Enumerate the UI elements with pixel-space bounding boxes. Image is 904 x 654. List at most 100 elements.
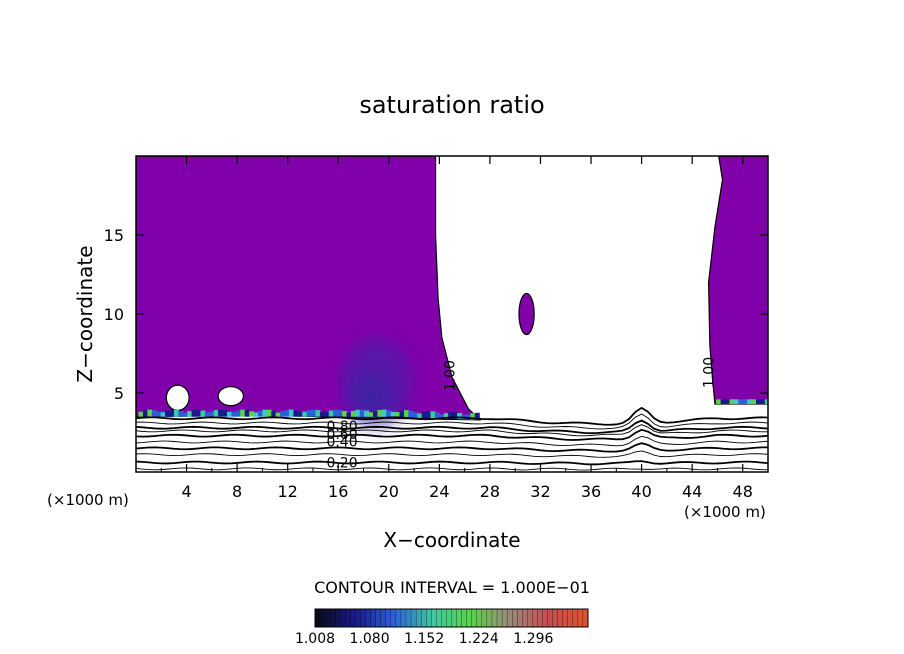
cloud-base-cell bbox=[434, 412, 440, 419]
colorbar-cell bbox=[491, 608, 498, 628]
unsaturated-hole-2 bbox=[217, 386, 245, 407]
cloud-base-cell bbox=[275, 412, 281, 417]
colorbar-tick-label: 1.008 bbox=[295, 631, 335, 647]
colorbar-cell bbox=[567, 608, 574, 628]
colorbar-cell bbox=[461, 608, 468, 628]
contour-lines bbox=[136, 406, 768, 471]
y-axis-ticks: 5 10 15 bbox=[104, 226, 768, 403]
cloud-base-cell bbox=[439, 414, 445, 419]
cloud-base-cell bbox=[173, 409, 179, 417]
contour-interval-text: CONTOUR INTERVAL = 1.000E−01 bbox=[314, 578, 590, 597]
contour-line bbox=[136, 413, 768, 430]
x-axis-unit-left: (×1000 m) bbox=[47, 491, 129, 509]
cloud-base-cell bbox=[364, 410, 370, 417]
cloud-base-cell bbox=[165, 410, 171, 417]
cloud-base-cell bbox=[280, 411, 286, 417]
cloud-base-cell bbox=[138, 411, 144, 417]
cloud-base-cell bbox=[729, 399, 735, 405]
colorbar-cell bbox=[380, 608, 387, 628]
cloud-base-cell bbox=[720, 399, 726, 405]
cloud-base-cell bbox=[169, 409, 175, 417]
cloud-base-cell bbox=[213, 410, 219, 417]
cloud-base-cell bbox=[465, 414, 471, 420]
contour-line bbox=[136, 450, 768, 458]
colorbar-cell bbox=[330, 608, 336, 628]
colorbar-cell bbox=[512, 608, 518, 628]
y-tick-label: 5 bbox=[114, 384, 124, 403]
cloud-base-cell bbox=[760, 399, 766, 405]
colorbar-tick-label: 1.152 bbox=[404, 631, 444, 647]
cloud-base-cell bbox=[430, 411, 436, 419]
cloud-base-cell bbox=[421, 411, 427, 418]
isolated-cloud-blob bbox=[518, 292, 535, 336]
colorbar-cell bbox=[476, 608, 483, 628]
cloud-base-cell bbox=[408, 410, 414, 418]
cloud-base-cell bbox=[346, 412, 352, 417]
colorbar-cell bbox=[557, 608, 564, 628]
cloud-base-cell bbox=[474, 412, 480, 420]
colorbar-cell bbox=[582, 608, 589, 628]
cloud-base-cell bbox=[399, 410, 405, 418]
colorbar bbox=[314, 608, 589, 628]
colorbar-cell bbox=[410, 608, 417, 628]
colorbar-tick-label: 1.224 bbox=[459, 631, 499, 647]
cloud-base-cell bbox=[262, 409, 268, 417]
cloud-base-cell bbox=[412, 412, 418, 418]
x-tick-label: 16 bbox=[328, 482, 348, 501]
cloud-base-cell bbox=[191, 409, 197, 417]
x-tick-label: 36 bbox=[581, 482, 601, 501]
x-tick-label: 44 bbox=[682, 482, 702, 501]
colorbar-cell bbox=[385, 608, 392, 628]
colorbar-cell bbox=[532, 608, 538, 628]
cloud-base-cell bbox=[178, 410, 184, 417]
colorbar-cell bbox=[537, 608, 543, 628]
colorbar-cell bbox=[319, 608, 326, 628]
colorbar-tick-label: 1.080 bbox=[350, 631, 390, 647]
cloud-base-cell bbox=[306, 410, 312, 417]
contour-label: 0.60 bbox=[326, 427, 357, 443]
cloud-base-cell bbox=[160, 412, 166, 417]
colorbar-cell bbox=[466, 608, 473, 628]
cloud-base-cell bbox=[227, 411, 233, 417]
colorbar-cell bbox=[486, 608, 493, 628]
cloud-base-cell bbox=[328, 410, 334, 417]
cloud-base-cell bbox=[218, 409, 224, 417]
colorbar-cell bbox=[481, 608, 488, 628]
chart-title: saturation ratio bbox=[359, 91, 544, 119]
colorbar-cell bbox=[360, 608, 367, 628]
cloud-base-cell bbox=[755, 399, 762, 405]
cloud-base-cell bbox=[452, 412, 458, 420]
contour-label: 0.80 bbox=[326, 419, 357, 435]
contour-line bbox=[136, 424, 768, 437]
colorbar-cell bbox=[517, 608, 523, 628]
cloud-base-cell bbox=[284, 409, 290, 417]
cloud-base-cell bbox=[288, 409, 294, 417]
cloud-base-cell bbox=[386, 410, 392, 417]
colorbar-cell bbox=[577, 608, 584, 628]
cloud-base-cell bbox=[156, 411, 162, 417]
colorbar-cell bbox=[426, 608, 432, 628]
cloud-base-cell bbox=[716, 399, 722, 405]
colorbar-cell bbox=[552, 608, 559, 628]
cloud-base-cell bbox=[293, 410, 299, 417]
contour-label: 1.00 bbox=[443, 360, 459, 391]
cloud-base-cell bbox=[342, 411, 348, 417]
colorbar-cell bbox=[471, 608, 478, 628]
cloud-base-cell bbox=[249, 411, 255, 417]
cloud-base-cell bbox=[319, 411, 325, 417]
cloud-base-cell bbox=[240, 409, 246, 417]
cloud-base-cell bbox=[355, 409, 361, 417]
colorbar-cell bbox=[365, 608, 372, 628]
colorbar-cell bbox=[395, 608, 402, 628]
cloud-base-cell bbox=[725, 399, 731, 405]
x-tick-label: 4 bbox=[181, 482, 191, 501]
colorbar-cell bbox=[431, 608, 437, 628]
x-axis-label: X−coordinate bbox=[383, 528, 520, 552]
cloud-base-cell bbox=[271, 410, 277, 417]
cloud-base-cell bbox=[147, 409, 153, 417]
colorbar-cell bbox=[506, 608, 513, 628]
colorbar-cell bbox=[542, 608, 549, 628]
cloud-base-cell bbox=[742, 399, 748, 405]
cloud-base-cell bbox=[403, 410, 410, 418]
